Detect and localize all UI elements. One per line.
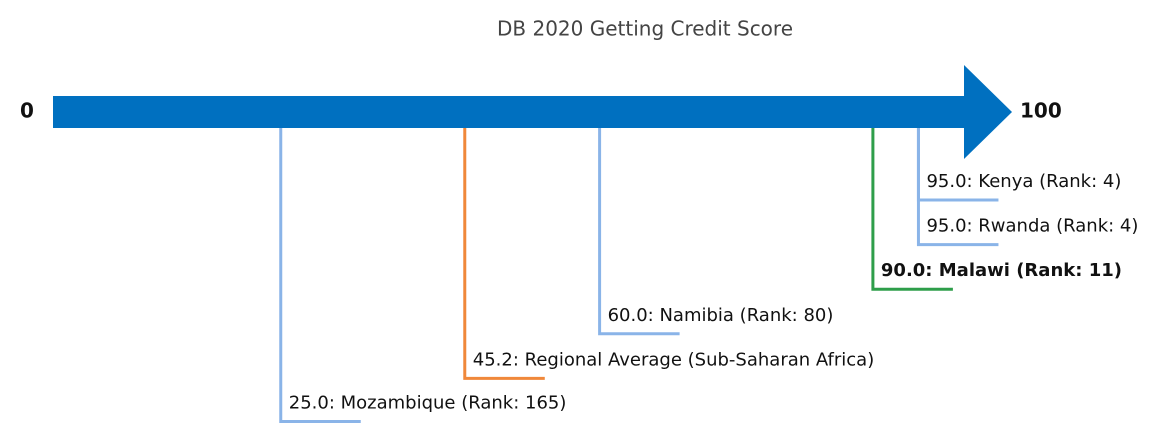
marker-label: 60.0: Namibia (Rank: 80): [608, 305, 834, 326]
axis-arrowhead: [964, 65, 1012, 159]
marker-line: [279, 128, 361, 423]
axis-end-label: 100: [1020, 99, 1062, 123]
axis-end-label: 0: [20, 99, 34, 123]
marker-label: 95.0: Kenya (Rank: 4): [926, 171, 1121, 192]
marker-line: [916, 128, 999, 247]
chart-title: DB 2020 Getting Credit Score: [497, 17, 793, 41]
marker-line: [598, 128, 680, 336]
marker-label: 25.0: Mozambique (Rank: 165): [289, 393, 567, 414]
marker-label: 45.2: Regional Average (Sub-Saharan Afri…: [473, 349, 874, 370]
marker-line: [871, 128, 953, 291]
marker-label: 90.0: Malawi (Rank: 11): [881, 260, 1122, 281]
marker-line: [463, 128, 545, 380]
axis-shaft: [53, 96, 966, 128]
marker-label: 95.0: Rwanda (Rank: 4): [926, 216, 1138, 237]
